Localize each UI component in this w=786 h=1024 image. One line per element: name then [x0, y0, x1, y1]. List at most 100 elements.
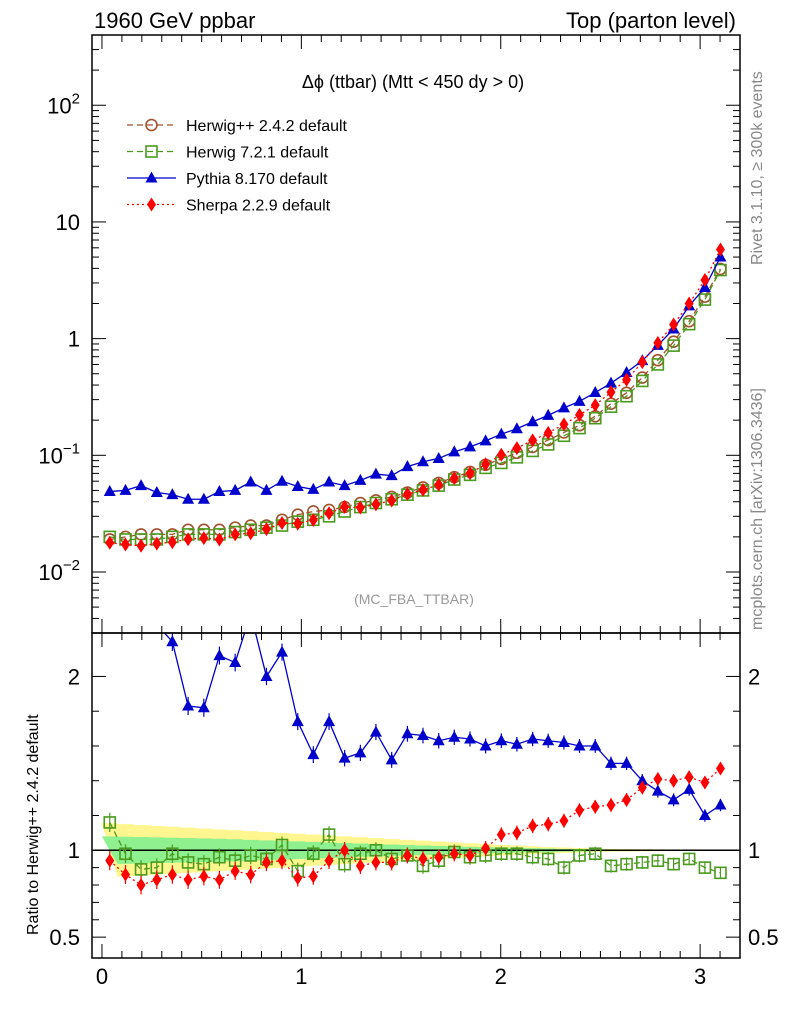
data-point	[557, 401, 570, 413]
legend-label: Herwig 7.2.1 default	[186, 145, 329, 162]
ratio-point	[636, 774, 649, 786]
ratio-point	[588, 847, 602, 861]
series-3	[105, 242, 725, 553]
ratio-point	[526, 732, 539, 744]
ratio-y-tick-label: 2	[68, 664, 80, 689]
ratio-point	[275, 838, 289, 852]
ratio-point	[166, 635, 179, 647]
data-point	[276, 474, 289, 486]
ratio-point	[653, 771, 663, 786]
ratio-point	[136, 878, 146, 893]
side-label-mcplots: mcplots.cern.ch [arXiv:1306.3436]	[749, 388, 766, 630]
ratio-point	[385, 753, 398, 765]
ratio-point	[135, 562, 147, 573]
data-point	[573, 421, 586, 435]
data-point	[416, 455, 429, 467]
series-line	[109, 249, 722, 547]
ratio-point	[166, 847, 179, 861]
data-point	[401, 460, 414, 472]
data-point	[526, 415, 539, 427]
ratio-point	[622, 792, 632, 807]
ratio-point	[338, 751, 351, 763]
ratio-point	[574, 803, 584, 818]
data-point	[700, 272, 710, 287]
data-point	[293, 516, 303, 531]
ratio-point	[449, 846, 459, 861]
ratio-point	[338, 857, 351, 871]
ratio-point	[354, 746, 367, 758]
ratio-point	[182, 699, 195, 711]
data-point	[308, 512, 318, 527]
data-point	[260, 483, 273, 495]
data-point	[448, 445, 461, 457]
data-point	[371, 497, 381, 512]
ratio-point	[528, 818, 538, 833]
data-point	[637, 355, 647, 370]
ratio-point	[683, 782, 696, 794]
ratio-point	[197, 701, 210, 713]
ratio-line	[163, 633, 721, 817]
ratio-point	[496, 827, 506, 842]
ratio-point	[322, 828, 336, 841]
header-left: 1960 GeV ppbar	[94, 8, 255, 33]
ratio-point	[557, 861, 571, 874]
data-point	[355, 500, 365, 515]
data-point	[464, 440, 477, 452]
data-point	[590, 398, 600, 413]
data-point	[291, 480, 304, 492]
ratio-point	[700, 775, 710, 790]
ratio-point	[246, 867, 256, 882]
x-tick-label: 3	[694, 964, 706, 989]
ratio-point	[715, 761, 725, 776]
ratio-point	[495, 734, 508, 746]
ratio-point	[559, 813, 569, 828]
ratio-y-tick-label-right: 1	[748, 838, 760, 863]
ratio-point	[245, 607, 257, 618]
ratio-point	[541, 852, 555, 866]
ratio-point	[199, 869, 209, 884]
ratio-point	[636, 856, 649, 869]
ratio-point	[434, 850, 444, 865]
ratio-point	[104, 569, 116, 580]
data-point	[481, 457, 491, 472]
data-point	[324, 506, 334, 521]
ratio-point	[698, 808, 711, 820]
ratio-y-tick-label: 0.5	[49, 925, 80, 950]
ratio-point	[510, 737, 523, 749]
data-point	[512, 441, 522, 456]
ratio-point	[651, 784, 664, 796]
data-point	[385, 469, 398, 481]
ratio-point	[542, 734, 555, 746]
data-point	[432, 451, 445, 463]
y-tick-label: 1	[68, 327, 80, 352]
side-label-rivet: Rivet 3.1.10, ≥ 300k events	[749, 71, 766, 265]
ratio-point	[526, 850, 539, 864]
ratio-point	[230, 864, 240, 879]
data-point	[307, 482, 320, 494]
ratio-point	[293, 871, 303, 886]
ratio-point	[604, 859, 618, 873]
ratio-y-tick-label: 1	[68, 838, 80, 863]
ratio-point	[276, 645, 289, 657]
ratio-point	[573, 849, 586, 862]
analysis-tag: (MC_FBA_TTBAR)	[354, 591, 474, 607]
ratio-point	[277, 853, 287, 868]
ratio-point	[557, 735, 570, 747]
series-1	[103, 263, 727, 546]
ratio-point	[620, 857, 633, 871]
data-point	[528, 433, 538, 448]
data-point	[606, 385, 616, 400]
series-2	[103, 250, 727, 504]
ratio-y-tick-label-right: 2	[748, 664, 760, 689]
data-point	[465, 466, 475, 481]
ratio-point	[590, 799, 600, 814]
data-point	[589, 386, 602, 398]
data-point	[230, 527, 240, 542]
data-point	[559, 417, 569, 432]
ratio-point	[119, 847, 132, 861]
ratio-panel-ticks: 0 1 2 3 0.5 0.5 1 1 2 2	[49, 633, 779, 989]
data-point	[369, 467, 382, 479]
x-tick-label: 2	[495, 964, 507, 989]
ratio-series-1	[104, 562, 727, 822]
data-point	[573, 394, 586, 406]
